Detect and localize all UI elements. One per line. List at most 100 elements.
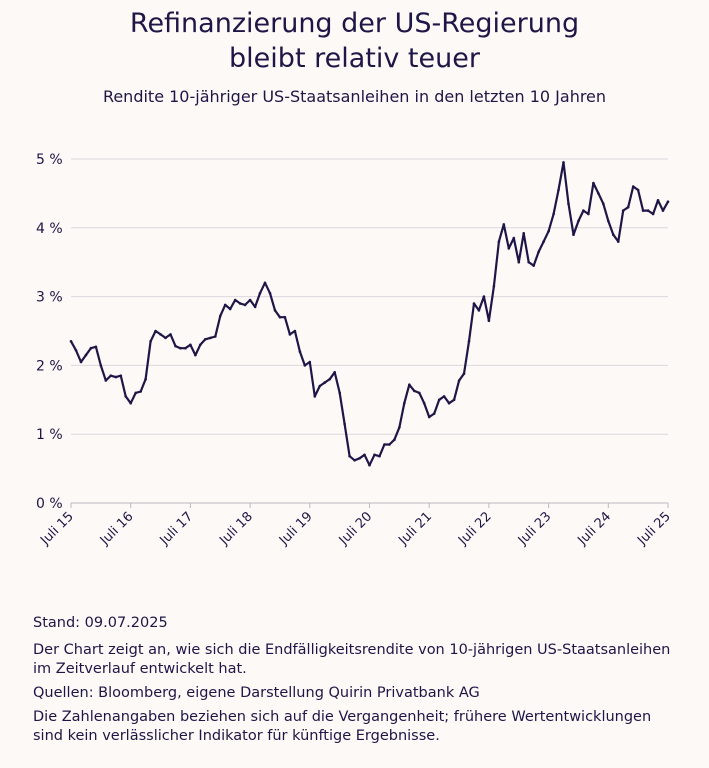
data-point xyxy=(517,260,521,264)
data-point xyxy=(199,343,202,347)
x-tick-label: Juli 23 xyxy=(515,509,555,549)
data-point xyxy=(363,453,366,457)
data-point xyxy=(597,192,600,195)
data-point xyxy=(149,340,152,343)
data-point xyxy=(243,303,247,307)
data-point xyxy=(268,291,272,295)
data-point xyxy=(114,375,118,379)
data-point xyxy=(393,438,396,442)
data-point xyxy=(537,250,540,254)
data-point xyxy=(194,353,197,357)
data-point xyxy=(607,219,610,223)
data-point xyxy=(228,307,232,311)
note-disclaimer: Die Zahlenangaben beziehen sich auf die … xyxy=(33,709,652,744)
data-point xyxy=(592,181,595,185)
data-point xyxy=(582,209,585,212)
data-point xyxy=(333,371,337,374)
data-point xyxy=(577,219,580,223)
data-point xyxy=(612,233,615,236)
data-point xyxy=(233,298,237,302)
grid-lines xyxy=(71,158,668,504)
data-point xyxy=(562,161,565,164)
x-tick-label: Juli 21 xyxy=(395,509,435,549)
data-point xyxy=(169,333,172,336)
data-point xyxy=(343,422,346,426)
y-tick-label: 1 % xyxy=(36,427,63,443)
data-point xyxy=(84,353,88,357)
data-point xyxy=(253,305,257,309)
data-point xyxy=(74,349,78,352)
data-point xyxy=(666,200,670,203)
x-tick-label: Juli 22 xyxy=(455,509,495,549)
data-point xyxy=(641,209,645,212)
data-point xyxy=(119,374,123,377)
data-point xyxy=(507,247,511,250)
data-point xyxy=(154,329,157,333)
x-tick-label: Juli 15 xyxy=(37,509,77,549)
data-point xyxy=(273,309,277,312)
x-tick-label: Juli 16 xyxy=(97,509,137,549)
data-point xyxy=(631,185,635,188)
data-point xyxy=(298,350,302,353)
data-point xyxy=(303,364,307,367)
data-point xyxy=(467,340,471,343)
chart-subtitle: Rendite 10-jähriger US-Staatsanleihen in… xyxy=(102,87,607,106)
data-point xyxy=(447,401,451,405)
x-tick-label: Juli 25 xyxy=(634,509,674,549)
yield-line-chart: 0 % 1 % 2 % 3 % 4 % 5 % Juli 15 Juli 16 Juli 17… xyxy=(36,152,674,549)
data-point xyxy=(313,395,317,398)
data-point xyxy=(293,329,297,333)
y-tick-label: 5 % xyxy=(36,152,63,168)
chart-notes: Stand: 09.07.2025 Der Chart zeigt an, wi… xyxy=(33,614,683,751)
data-point xyxy=(422,401,426,405)
y-tick-label: 3 % xyxy=(36,290,63,306)
note-description: Der Chart zeigt an, wie sich die Endfäll… xyxy=(33,642,671,677)
title-line-1: Refinanzierung der US-Regierung xyxy=(129,8,580,39)
chart-title: Refinanzierung der US-Regierung bleibt r… xyxy=(0,6,709,76)
data-point xyxy=(636,188,640,192)
data-point xyxy=(388,443,391,446)
data-point xyxy=(174,344,177,348)
data-point xyxy=(646,209,650,212)
data-point xyxy=(338,391,342,395)
y-tick-label: 4 % xyxy=(36,221,63,237)
data-point xyxy=(383,443,386,446)
data-point xyxy=(159,333,162,336)
data-point xyxy=(403,401,406,405)
y-tick-label: 0 % xyxy=(36,496,63,512)
data-point xyxy=(512,236,516,240)
y-axis-ticks: 0 % 1 % 2 % 3 % 4 % 5 % xyxy=(36,152,63,512)
data-point xyxy=(542,240,545,243)
data-point xyxy=(348,454,351,458)
data-point xyxy=(442,395,446,398)
data-point xyxy=(547,229,550,233)
data-point xyxy=(323,381,327,384)
title-line-2: bleibt relativ teuer xyxy=(229,43,480,74)
data-point xyxy=(129,401,132,405)
data-point xyxy=(437,398,441,402)
note-sources: Quellen: Bloomberg, eigene Darstellung Q… xyxy=(33,685,480,701)
data-point xyxy=(144,377,147,381)
data-point xyxy=(219,314,222,318)
data-point xyxy=(373,453,376,457)
data-point xyxy=(104,379,108,382)
data-point xyxy=(661,209,665,212)
x-tick-label: Juli 18 xyxy=(216,509,256,549)
data-point xyxy=(263,281,267,285)
data-point xyxy=(587,212,590,216)
data-point xyxy=(368,463,371,467)
data-point xyxy=(482,295,486,298)
data-point xyxy=(328,377,332,381)
data-point xyxy=(278,315,282,319)
data-point xyxy=(656,199,660,202)
data-point xyxy=(472,302,476,305)
data-point xyxy=(124,395,127,398)
data-point xyxy=(184,346,187,350)
data-point xyxy=(283,315,287,319)
data-point xyxy=(602,202,605,205)
data-point xyxy=(214,335,217,338)
note-stand: Stand: 09.07.2025 xyxy=(33,615,168,631)
data-point xyxy=(79,360,83,364)
y-tick-label: 2 % xyxy=(36,358,63,374)
data-point xyxy=(204,338,207,341)
